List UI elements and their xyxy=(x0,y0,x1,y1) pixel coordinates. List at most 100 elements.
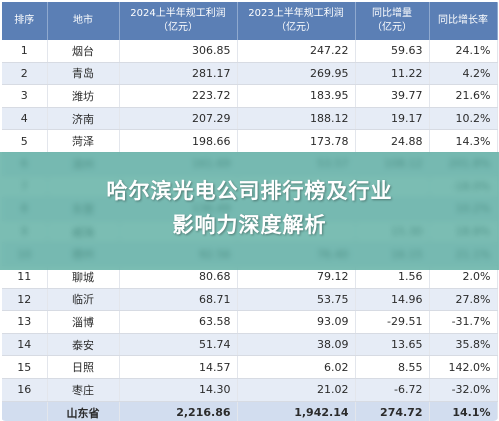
cell-profit-2023: 53.75 xyxy=(237,288,356,312)
header-yoy-increase-line2: （亿元） xyxy=(372,22,412,33)
cell-profit-2023: 269.95 xyxy=(237,62,356,86)
cell-profit-2024: 51.74 xyxy=(119,333,238,357)
cell-yoy-rate: 14.3% xyxy=(429,129,498,153)
total-cell-yoy-rate: 14.1% xyxy=(429,401,498,421)
cell-profit-2024: 306.85 xyxy=(119,40,238,63)
cell-profit-2023: 6.02 xyxy=(237,355,356,379)
cell-profit-2024: 68.71 xyxy=(119,288,238,312)
cell-profit-2023: 183.95 xyxy=(237,84,356,108)
cell-profit-2024: 281.17 xyxy=(119,62,238,86)
table-row: 5 菏泽 198.66 173.78 24.88 14.3% xyxy=(2,129,498,153)
cell-profit-2023: 93.09 xyxy=(237,310,356,334)
cell-yoy-increase: -6.72 xyxy=(355,378,430,402)
cell-rank: 4 xyxy=(2,107,48,131)
cell-rank: 16 xyxy=(2,378,48,402)
total-cell-profit-2024: 2,216.86 xyxy=(119,401,238,421)
cell-profit-2023: 21.02 xyxy=(237,378,356,402)
cell-profit-2024: 14.57 xyxy=(119,355,238,379)
table-row: 2 青岛 281.17 269.95 11.22 4.2% xyxy=(2,62,498,86)
cell-profit-2023: 38.09 xyxy=(237,333,356,357)
cell-rank: 13 xyxy=(2,310,48,334)
cell-city: 菏泽 xyxy=(47,129,120,153)
cell-yoy-increase: 8.55 xyxy=(355,355,430,379)
table-row: 14 泰安 51.74 38.09 13.65 35.8% xyxy=(2,333,498,357)
cell-profit-2024: 207.29 xyxy=(119,107,238,131)
cell-yoy-increase: 1.56 xyxy=(355,265,430,289)
cell-rank: 5 xyxy=(2,129,48,153)
cell-rank: 11 xyxy=(2,265,48,289)
cell-city: 日照 xyxy=(47,355,120,379)
cell-rank: 15 xyxy=(2,355,48,379)
cell-yoy-rate: -31.7% xyxy=(429,310,498,334)
table-row: 4 济南 207.29 188.12 19.17 10.2% xyxy=(2,107,498,131)
cell-city: 临沂 xyxy=(47,288,120,312)
cell-rank: 14 xyxy=(2,333,48,357)
header-city: 地市 xyxy=(47,2,120,40)
cell-city: 聊城 xyxy=(47,265,120,289)
table-total-row: 山东省 2,216.86 1,942.14 274.72 14.1% xyxy=(2,401,498,421)
cell-yoy-rate: 10.2% xyxy=(429,107,498,131)
header-profit-2023-line2: （亿元） xyxy=(276,22,316,33)
table-row: 1 烟台 306.85 247.22 59.63 24.1% xyxy=(2,40,498,63)
cell-yoy-increase: 39.77 xyxy=(355,84,430,108)
cell-yoy-increase: 59.63 xyxy=(355,40,430,63)
cell-profit-2024: 63.58 xyxy=(119,310,238,334)
header-yoy-rate: 同比增长率 xyxy=(429,2,498,40)
cell-city: 潍坊 xyxy=(47,84,120,108)
header-profit-2023-line1: 2023上半年规工利润 xyxy=(248,8,344,19)
cell-city: 烟台 xyxy=(47,40,120,63)
cell-yoy-rate: 21.6% xyxy=(429,84,498,108)
cell-city: 枣庄 xyxy=(47,378,120,402)
cell-yoy-rate: -32.0% xyxy=(429,378,498,402)
cell-yoy-rate: 27.8% xyxy=(429,288,498,312)
cell-city: 淄博 xyxy=(47,310,120,334)
overlay-title-line1: 哈尔滨光电公司排行榜及行业 xyxy=(106,179,393,203)
cell-yoy-increase: 14.96 xyxy=(355,288,430,312)
cell-rank: 12 xyxy=(2,288,48,312)
header-profit-2024-line2: （亿元） xyxy=(158,22,198,33)
header-profit-2023: 2023上半年规工利润 （亿元） xyxy=(237,2,356,40)
table-row: 3 潍坊 223.72 183.95 39.77 21.6% xyxy=(2,84,498,108)
table-row: 15 日照 14.57 6.02 8.55 142.0% xyxy=(2,355,498,379)
header-yoy-increase: 同比增量 （亿元） xyxy=(355,2,430,40)
cell-rank: 2 xyxy=(2,62,48,86)
cell-yoy-increase: 24.88 xyxy=(355,129,430,153)
total-cell-yoy-increase: 274.72 xyxy=(355,401,430,421)
table-header-row: 排序 地市 2024上半年规工利润 （亿元） 2023上半年规工利润 （亿元） … xyxy=(2,2,498,40)
cell-yoy-rate: 24.1% xyxy=(429,40,498,63)
overlay-title: 哈尔滨光电公司排行榜及行业 影响力深度解析 xyxy=(0,174,499,242)
header-yoy-increase-line1: 同比增量 xyxy=(372,8,412,19)
cell-yoy-increase: -29.51 xyxy=(355,310,430,334)
header-profit-2024: 2024上半年规工利润 （亿元） xyxy=(119,2,238,40)
table-row: 13 淄博 63.58 93.09 -29.51 -31.7% xyxy=(2,310,498,334)
header-profit-2024-line1: 2024上半年规工利润 xyxy=(130,8,226,19)
cell-rank: 1 xyxy=(2,40,48,63)
table-row: 16 枣庄 14.30 21.02 -6.72 -32.0% xyxy=(2,378,498,402)
cell-city: 青岛 xyxy=(47,62,120,86)
total-cell-profit-2023: 1,942.14 xyxy=(237,401,356,421)
cell-city: 济南 xyxy=(47,107,120,131)
cell-yoy-increase: 13.65 xyxy=(355,333,430,357)
cell-yoy-rate: 142.0% xyxy=(429,355,498,379)
cell-profit-2023: 173.78 xyxy=(237,129,356,153)
cell-profit-2024: 223.72 xyxy=(119,84,238,108)
cell-yoy-rate: 2.0% xyxy=(429,265,498,289)
cell-profit-2023: 188.12 xyxy=(237,107,356,131)
cell-city: 泰安 xyxy=(47,333,120,357)
table-row: 11 聊城 80.68 79.12 1.56 2.0% xyxy=(2,265,498,289)
header-rank: 排序 xyxy=(2,2,48,40)
cell-yoy-increase: 11.22 xyxy=(355,62,430,86)
cell-rank: 3 xyxy=(2,84,48,108)
cell-profit-2024: 14.30 xyxy=(119,378,238,402)
cell-profit-2024: 198.66 xyxy=(119,129,238,153)
total-cell-rank xyxy=(2,401,48,421)
cell-profit-2023: 79.12 xyxy=(237,265,356,289)
table-row: 12 临沂 68.71 53.75 14.96 27.8% xyxy=(2,288,498,312)
overlay-title-line2: 影响力深度解析 xyxy=(172,213,327,237)
cell-yoy-rate: 4.2% xyxy=(429,62,498,86)
total-cell-city: 山东省 xyxy=(47,401,120,421)
cell-yoy-rate: 35.8% xyxy=(429,333,498,357)
cell-profit-2023: 247.22 xyxy=(237,40,356,63)
title-overlay-band xyxy=(0,152,499,270)
